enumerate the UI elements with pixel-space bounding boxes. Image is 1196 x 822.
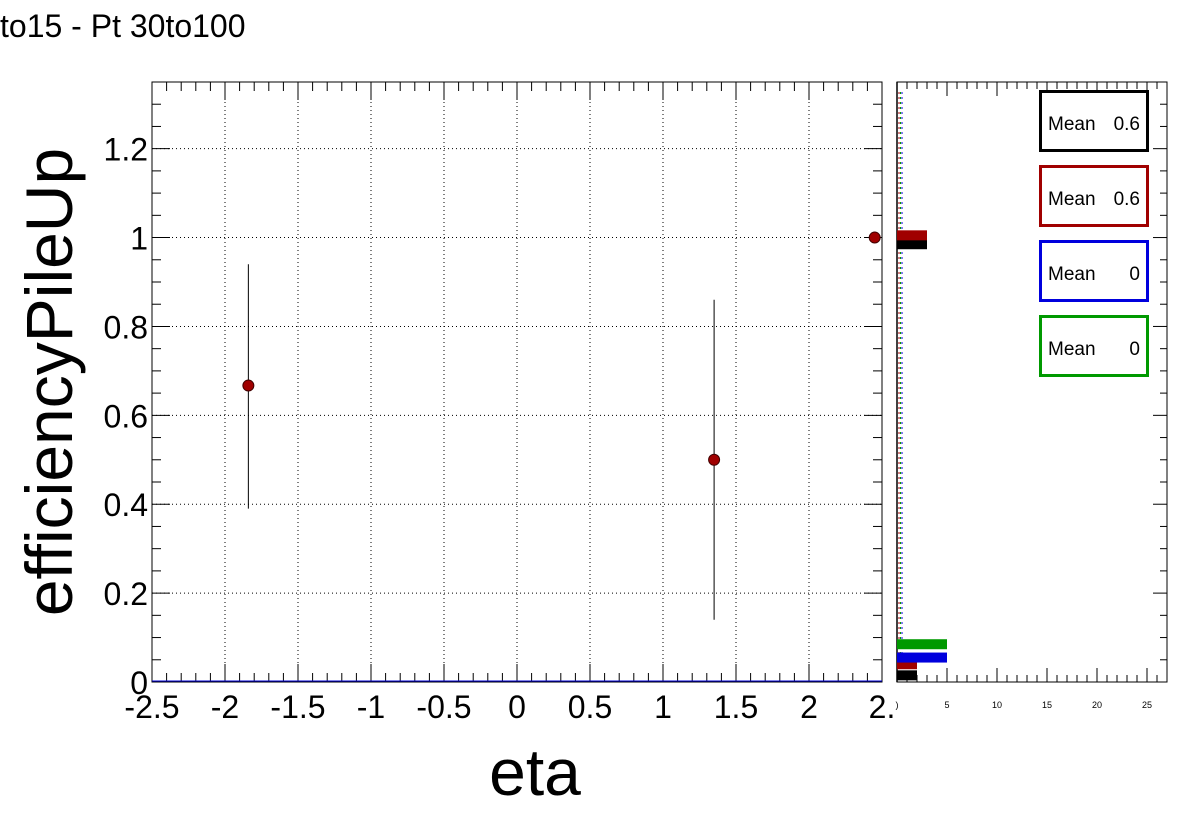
stat-value: 0.6 — [1113, 114, 1140, 135]
x-tick-label: -2 — [211, 689, 239, 725]
y-axis-label: efficiencyPileUp — [12, 148, 86, 616]
x-tick-label: -1.5 — [270, 689, 325, 725]
y-tick-label: 1 — [130, 221, 148, 257]
stat-label: Mean — [1048, 339, 1096, 360]
side-x-tick-label: 15 — [1042, 700, 1052, 710]
side-x-tick-label: 20 — [1092, 700, 1102, 710]
y-tick-label: 0.2 — [104, 576, 148, 612]
hist-bar — [897, 239, 927, 250]
y-tick-label: 0.4 — [104, 487, 148, 523]
x-tick-label: 0 — [508, 689, 526, 725]
hist-bar — [897, 639, 947, 650]
data-point — [708, 453, 721, 466]
y-tick-label: 0.6 — [104, 398, 148, 434]
x-tick-label: -0.5 — [416, 689, 471, 725]
x-tick-label: 2. — [869, 689, 896, 725]
stat-value: 0.6 — [1113, 189, 1140, 210]
y-tick-label: 0.8 — [104, 309, 148, 345]
x-tick-label: -1 — [357, 689, 385, 725]
side-x-tick-label: 25 — [1142, 700, 1152, 710]
x-axis-label: eta — [489, 735, 581, 809]
stat-box: Mean 0.6 — [1039, 90, 1149, 152]
x-tick-label: 1 — [654, 689, 672, 725]
stat-box: Mean 0 — [1039, 240, 1149, 302]
hist-bar — [897, 652, 947, 663]
side-x-tick-label: 10 — [992, 700, 1002, 710]
stat-label: Mean — [1048, 264, 1096, 285]
x-tick-label: 1.5 — [714, 689, 758, 725]
stat-label: Mean — [1048, 114, 1096, 135]
chart-title: to15 - Pt 30to100 — [0, 8, 246, 44]
main-plot-area: -2.5 -2 -1.5 -1 -0.5 0 0.5 1 1.5 2 2. 0 0.2 0.4 0.6 0.8… — [12, 81, 896, 809]
stat-label: Mean — [1048, 189, 1096, 210]
y-tick-label: 0 — [130, 665, 148, 701]
side-x-tick-label: 5 — [944, 700, 949, 710]
side-histogram-area: ) 5 10 15 20 25 — [896, 81, 1168, 710]
hist-bar — [897, 659, 917, 670]
stat-value: 0 — [1129, 264, 1140, 285]
data-point — [242, 379, 255, 392]
x-tick-label: 2 — [800, 689, 818, 725]
data-point — [868, 231, 881, 244]
hist-bar — [897, 670, 917, 681]
x-tick-label: 0.5 — [568, 689, 612, 725]
x-tick-label: -2.5 — [124, 689, 179, 725]
y-tick-label: 1.2 — [104, 132, 148, 168]
stat-box: Mean 0.6 — [1039, 165, 1149, 227]
stat-value: 0 — [1129, 339, 1140, 360]
hist-bar — [897, 230, 927, 241]
stat-box: Mean 0 — [1039, 315, 1149, 377]
side-x-tick-label: ) — [896, 700, 899, 710]
